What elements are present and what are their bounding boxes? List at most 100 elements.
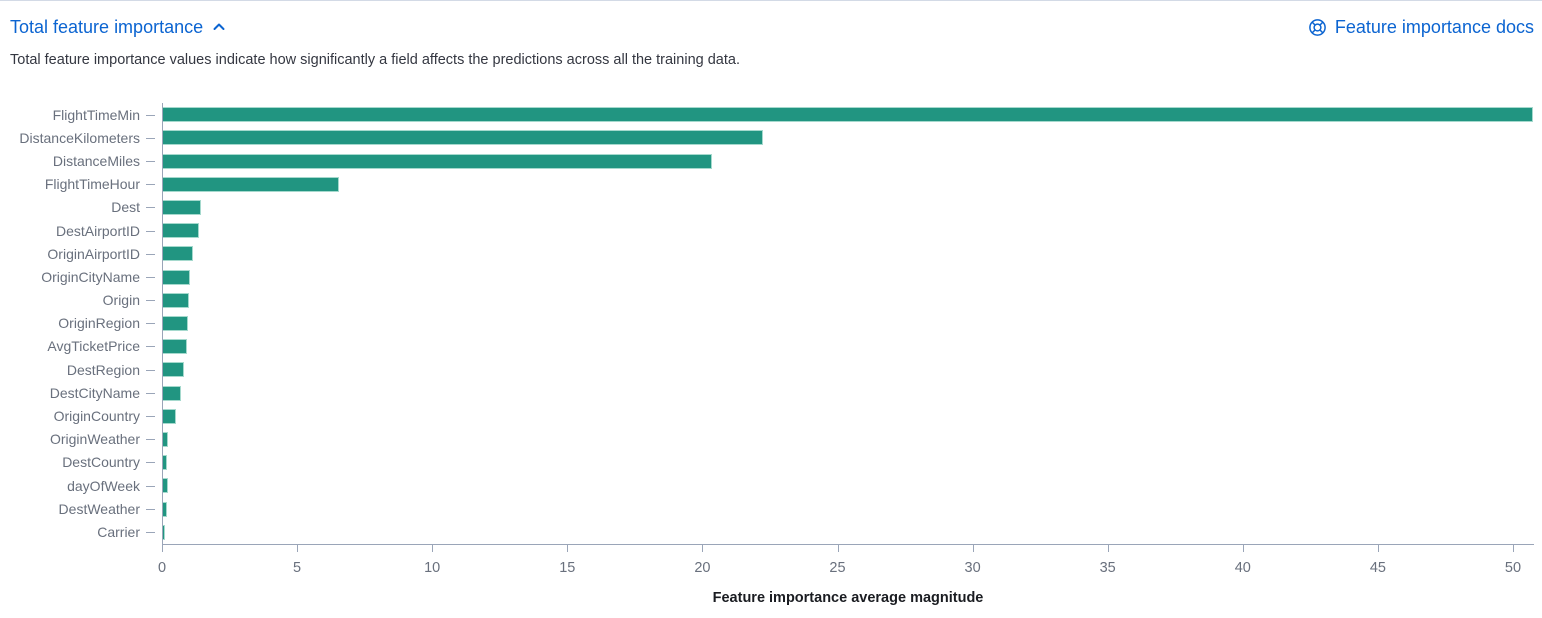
x-axis-tick-label: 40 <box>1234 559 1251 576</box>
y-axis-label: DestCountry <box>62 454 140 471</box>
x-axis-tick <box>1377 544 1379 552</box>
y-axis-row: DestAirportID <box>10 219 162 242</box>
x-axis-tick <box>1107 544 1109 552</box>
x-axis-tick-label: 30 <box>964 559 981 576</box>
plot-column: Feature importance average magnitude 0 5 1… <box>158 103 1534 618</box>
bar-FlightTimeMin[interactable] <box>163 107 1533 123</box>
bar-Carrier[interactable] <box>163 524 165 540</box>
x-axis-tick-label: 0 <box>157 559 167 576</box>
y-axis-label: OriginAirportID <box>47 245 140 262</box>
y-axis-row: OriginWeather <box>10 428 162 451</box>
y-axis-row: DistanceKilometers <box>10 126 162 149</box>
y-axis-row: AvgTicketPrice <box>10 335 162 358</box>
y-axis-tick <box>140 196 162 219</box>
y-axis-tick <box>140 265 162 288</box>
y-axis-label: OriginWeather <box>49 431 140 448</box>
y-axis-tick <box>140 497 162 520</box>
y-axis-row: OriginCityName <box>10 265 162 288</box>
y-axis-label: OriginCityName <box>41 268 140 285</box>
y-axis-tick <box>140 474 162 497</box>
bar-dayOfWeek[interactable] <box>163 478 169 494</box>
y-axis-tick <box>140 242 162 265</box>
bar-DestCityName[interactable] <box>163 385 182 401</box>
x-axis-tick-label: 50 <box>1504 559 1522 576</box>
y-axis-row: FlightTimeMin <box>10 103 162 126</box>
y-axis-tick <box>140 451 162 474</box>
y-axis-label: FlightTimeMin <box>52 106 140 123</box>
y-axis-label: OriginRegion <box>58 315 140 332</box>
y-axis-label: dayOfWeek <box>67 477 140 494</box>
y-axis-row: Origin <box>10 289 162 312</box>
docs-link-label: Feature importance docs <box>1334 16 1534 37</box>
bar-AvgTicketPrice[interactable] <box>163 339 188 355</box>
chevron-up-icon <box>211 19 227 35</box>
y-axis-tick <box>140 126 162 149</box>
y-axis-row: FlightTimeHour <box>10 173 162 196</box>
y-axis-row: DestWeather <box>10 497 162 520</box>
bar-DistanceMiles[interactable] <box>163 153 712 169</box>
bar-OriginWeather[interactable] <box>163 431 169 447</box>
y-axis-tick <box>140 404 162 427</box>
y-axis-tick <box>140 173 162 196</box>
bar-Dest[interactable] <box>163 199 201 215</box>
panel-description: Total feature importance values indicate… <box>10 52 740 68</box>
bar-OriginCityName[interactable] <box>163 269 191 285</box>
x-axis-tick <box>567 544 569 552</box>
x-axis-tick-label: 35 <box>1099 559 1116 576</box>
feature-importance-docs-link[interactable]: Feature importance docs <box>1308 17 1534 38</box>
y-axis-tick <box>140 289 162 312</box>
x-axis-tick <box>1242 544 1244 552</box>
y-axis-label: Origin <box>102 292 140 309</box>
y-axis-tick <box>140 103 162 126</box>
y-axis-tick <box>140 312 162 335</box>
bar-OriginCountry[interactable] <box>163 408 177 424</box>
panel-title: Total feature importance <box>10 16 204 37</box>
x-axis-tick-label: 5 <box>293 559 302 576</box>
x-axis-tick-label: 20 <box>694 559 711 576</box>
bar-OriginAirportID[interactable] <box>163 246 194 262</box>
total-feature-importance-toggle[interactable]: Total feature importance <box>10 17 227 38</box>
y-axis-label: OriginCountry <box>53 408 140 425</box>
bar-FlightTimeHour[interactable] <box>163 176 339 192</box>
plot-area <box>162 103 1534 544</box>
bar-DistanceKilometers[interactable] <box>163 130 763 146</box>
x-axis-tick <box>432 544 434 552</box>
bar-OriginRegion[interactable] <box>163 315 189 331</box>
x-axis-title: Feature importance average magnitude <box>712 589 984 606</box>
bar-DestWeather[interactable] <box>163 501 168 517</box>
y-axis-label: AvgTicketPrice <box>47 338 140 355</box>
x-axis-tick-label: 10 <box>424 559 441 576</box>
y-axis-label: FlightTimeHour <box>44 176 140 193</box>
x-axis-tick <box>162 544 163 552</box>
bar-Origin[interactable] <box>163 292 189 308</box>
y-axis-row: OriginAirportID <box>10 242 162 265</box>
x-axis-tick <box>1513 544 1514 552</box>
y-axis-row: OriginRegion <box>10 312 162 335</box>
y-axis-tick <box>140 358 162 381</box>
x-axis-tick <box>702 544 704 552</box>
y-axis-tick <box>140 219 162 242</box>
y-axis-label: DistanceMiles <box>52 152 140 169</box>
y-axis-labels: FlightTimeMin DistanceKilometers DistanceM… <box>10 103 162 618</box>
x-axis: Feature importance average magnitude 0 5 1… <box>158 543 1534 618</box>
y-axis-row: Carrier <box>10 520 162 543</box>
bar-DestCountry[interactable] <box>163 455 168 471</box>
y-axis-row: DestCityName <box>10 381 162 404</box>
y-axis-tick <box>140 428 162 451</box>
y-axis-tick <box>140 335 162 358</box>
y-axis-row: dayOfWeek <box>10 474 162 497</box>
bar-DestAirportID[interactable] <box>163 223 200 239</box>
y-axis-label: DestCityName <box>49 384 140 401</box>
x-axis-tick <box>297 544 299 552</box>
y-axis-row: DestRegion <box>10 358 162 381</box>
y-axis-row: DistanceMiles <box>10 149 162 172</box>
y-axis-label: DestRegion <box>66 361 140 378</box>
y-axis-label: DestWeather <box>58 500 140 517</box>
y-axis-label: DestAirportID <box>55 222 140 239</box>
y-axis-tick <box>140 381 162 404</box>
bar-DestRegion[interactable] <box>163 362 185 378</box>
y-axis-tick <box>140 149 162 172</box>
y-axis-label: DistanceKilometers <box>19 129 140 146</box>
x-axis-tick-label: 15 <box>559 559 576 576</box>
y-axis-label: Dest <box>111 199 140 216</box>
